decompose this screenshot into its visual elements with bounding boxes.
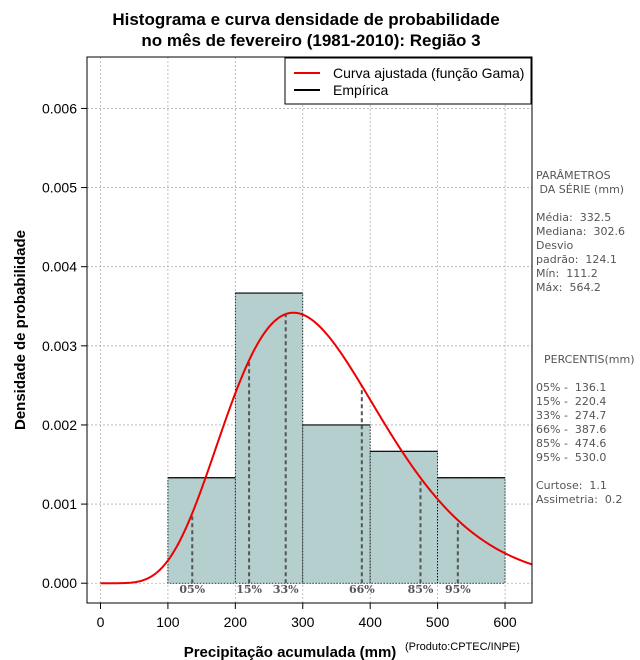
percentile-label-95: 95% [445, 583, 471, 596]
percentil-66: 66% - 387.6 [536, 423, 607, 436]
percentil-33: 33% - 274.7 [536, 409, 607, 422]
stat-assimetria: Assimetria: 0.2 [536, 493, 623, 506]
y-axis-title: Densidade de probabilidade [12, 230, 29, 430]
percentile-label-15: 15% [236, 583, 262, 596]
y-tick-label-4: 0.004 [42, 259, 77, 275]
x-tick-label-500: 500 [426, 614, 450, 630]
param-min: Mín: 111.2 [536, 267, 598, 280]
percentile-label-05: 05% [179, 583, 205, 596]
percentiles-panel: PERCENTIS(mm) 05% - 136.1 15% - 220.4 33… [536, 353, 636, 507]
histogram-bar-4 [369, 450, 439, 584]
legend: Curva ajustada (função Gama) Empírica [284, 57, 532, 105]
x-axis-title: Precipitação acumulada (mm) [184, 644, 397, 660]
y-tick-label-1: 0.001 [42, 496, 77, 512]
percentile-label-33: 33% [273, 583, 299, 596]
gamma-curve [100, 311, 532, 585]
chart-title-line-1: Histograma e curva densidade de probabil… [112, 10, 499, 29]
percentil-85: 85% - 474.6 [536, 437, 607, 450]
stat-curtose: Curtose: 1.1 [536, 479, 607, 492]
param-desvio: Desvio [536, 239, 574, 252]
histogram-bar-2 [234, 292, 304, 584]
product-credit: (Produto:CPTEC/INPE) [405, 641, 520, 653]
params-title-line-1: PARÂMETROS [536, 169, 611, 182]
percentil-95: 95% - 530.0 [536, 451, 607, 464]
legend-label-empirica: Empírica [333, 82, 388, 98]
percentil-15: 15% - 220.4 [536, 395, 607, 408]
x-tick-label-400: 400 [359, 614, 383, 630]
histogram-bars [167, 292, 506, 584]
y-axis: 0.000 0.001 0.002 0.003 0.004 0.005 0.006 [42, 100, 88, 591]
percentis-title: PERCENTIS(mm) [544, 353, 635, 366]
y-tick-label-0: 0.000 [42, 575, 77, 591]
chart-title-line-2: no mês de fevereiro (1981-2010): Região … [141, 31, 480, 50]
percentile-label-85: 85% [408, 583, 434, 596]
series-parameters-panel: PARÂMETROS DA SÉRIE (mm) Média: 332.5 Me… [536, 169, 636, 295]
percentile-label-66: 66% [349, 583, 375, 596]
y-tick-label-3: 0.003 [42, 338, 77, 354]
x-axis: 0 100 200 300 400 500 600 [97, 602, 517, 630]
y-tick-label-6: 0.006 [42, 100, 77, 116]
percentile-labels: 05% 15% 33% 66% 85% 95% [179, 583, 471, 596]
x-tick-label-300: 300 [291, 614, 315, 630]
percentile-lines [191, 314, 459, 584]
percentil-05: 05% - 136.1 [536, 381, 607, 394]
param-max: Máx: 564.2 [536, 281, 601, 294]
params-title-line-2: DA SÉRIE (mm) [536, 183, 625, 196]
x-tick-label-600: 600 [493, 614, 517, 630]
histogram-bar-3 [302, 424, 371, 584]
param-mediana: Mediana: 302.6 [536, 225, 625, 238]
legend-box [284, 57, 532, 105]
legend-label-curve: Curva ajustada (função Gama) [333, 65, 524, 81]
histogram-bar-1 [167, 477, 236, 584]
x-tick-label-0: 0 [97, 614, 105, 630]
param-media: Média: 332.5 [536, 211, 612, 224]
param-padrao: padrão: 124.1 [536, 253, 617, 266]
y-tick-label-2: 0.002 [42, 417, 77, 433]
y-tick-label-5: 0.005 [42, 180, 77, 196]
x-tick-label-200: 200 [224, 614, 248, 630]
x-tick-label-100: 100 [156, 614, 180, 630]
